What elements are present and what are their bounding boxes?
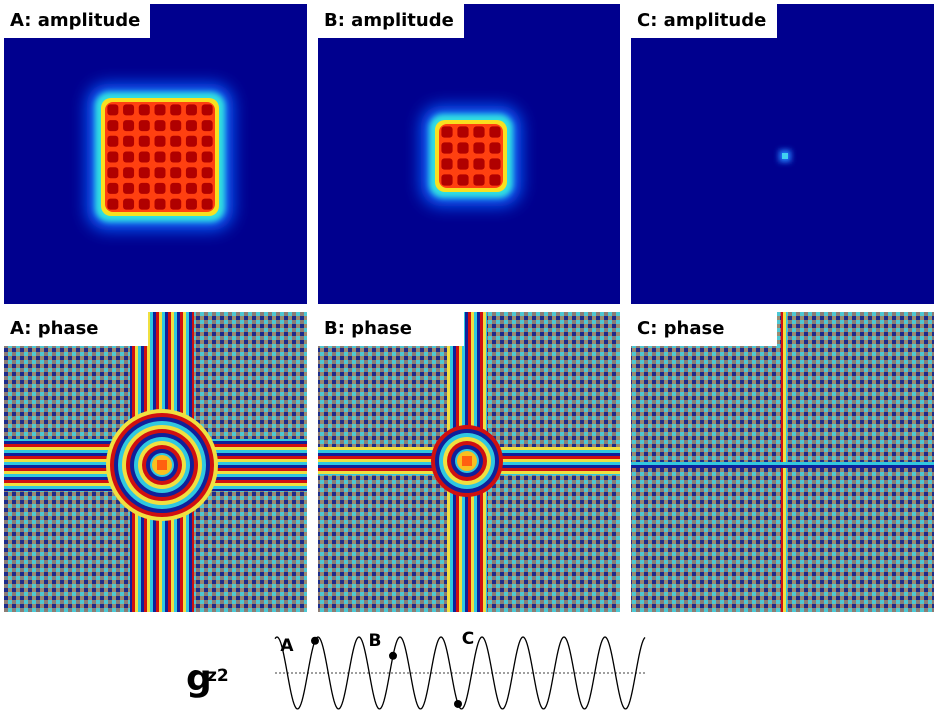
blob — [123, 120, 135, 132]
point-label: C — [462, 629, 474, 649]
blob — [123, 182, 135, 194]
blob — [489, 158, 501, 170]
blob — [107, 182, 119, 194]
wave-symbol: g — [186, 658, 212, 699]
blob — [107, 120, 119, 132]
panel-label: B: amplitude — [324, 10, 454, 31]
blob — [473, 142, 485, 154]
blob — [457, 142, 469, 154]
blob — [107, 198, 119, 210]
point-label: A — [280, 636, 294, 656]
panel-label: A: amplitude — [10, 10, 140, 31]
blob — [154, 167, 166, 179]
panel-label: B: phase — [324, 318, 412, 339]
blob — [170, 135, 182, 147]
blob — [185, 167, 197, 179]
blob — [170, 182, 182, 194]
blob — [123, 167, 135, 179]
spot — [782, 153, 788, 159]
blob — [154, 182, 166, 194]
blob — [154, 104, 166, 116]
blob — [138, 135, 150, 147]
blob — [489, 126, 501, 138]
center — [462, 456, 472, 466]
panel — [4, 312, 307, 612]
blob — [185, 120, 197, 132]
panel — [631, 312, 934, 612]
blob — [473, 174, 485, 186]
blob — [473, 126, 485, 138]
panel — [318, 312, 620, 612]
core — [439, 124, 503, 188]
blob — [185, 182, 197, 194]
blob — [123, 104, 135, 116]
blob — [123, 198, 135, 210]
blob — [457, 174, 469, 186]
panel-labels: A: amplitude B: amplitude C: amplitude A… — [4, 4, 777, 346]
wave-point — [389, 651, 397, 660]
blob — [457, 126, 469, 138]
wave-points: A B C — [280, 629, 474, 708]
blob — [107, 167, 119, 179]
blob — [441, 126, 453, 138]
wave — [274, 636, 646, 710]
blob — [201, 135, 213, 147]
blob — [441, 142, 453, 154]
panel-label: A: phase — [10, 318, 99, 339]
blob — [170, 104, 182, 116]
panels — [4, 4, 934, 612]
wave-subscript: z2 — [207, 666, 229, 686]
blob — [138, 151, 150, 163]
blob — [185, 104, 197, 116]
wave-point — [454, 699, 462, 708]
panel — [4, 4, 307, 304]
blob — [123, 151, 135, 163]
blob — [201, 182, 213, 194]
panel — [318, 4, 620, 304]
blob — [138, 120, 150, 132]
blob — [441, 158, 453, 170]
blob — [185, 151, 197, 163]
blob — [201, 120, 213, 132]
blob — [201, 151, 213, 163]
blob — [489, 174, 501, 186]
blob — [170, 198, 182, 210]
panel-label: C: phase — [637, 318, 724, 339]
blob — [201, 104, 213, 116]
blob — [138, 104, 150, 116]
blob — [107, 135, 119, 147]
center — [157, 460, 167, 470]
blob — [457, 158, 469, 170]
blob — [154, 120, 166, 132]
blob — [170, 167, 182, 179]
blob — [201, 198, 213, 210]
point-label: B — [369, 631, 382, 651]
blob — [107, 151, 119, 163]
blob — [138, 182, 150, 194]
blob — [107, 104, 119, 116]
blob — [441, 174, 453, 186]
blob — [185, 198, 197, 210]
blob — [154, 135, 166, 147]
panel-label: C: amplitude — [637, 10, 766, 31]
cross — [631, 462, 934, 468]
blob — [138, 198, 150, 210]
blob — [201, 167, 213, 179]
blob — [185, 135, 197, 147]
blob — [170, 151, 182, 163]
blob — [154, 198, 166, 210]
blob — [154, 151, 166, 163]
blob — [473, 158, 485, 170]
blob — [138, 167, 150, 179]
blob — [170, 120, 182, 132]
panel — [631, 4, 934, 304]
wave-point — [311, 636, 319, 645]
blob — [489, 142, 501, 154]
blob — [123, 135, 135, 147]
